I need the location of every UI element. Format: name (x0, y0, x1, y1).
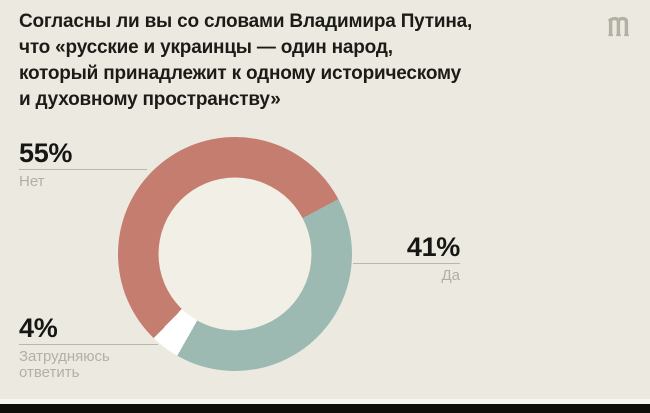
callout-undecided-leader-line (19, 344, 158, 345)
callout-undecided: 4% Затрудняюсь ответить (19, 315, 158, 381)
chart-title-line: что «русские и украинцы — один народ, (19, 37, 393, 58)
bottom-black-bar (0, 404, 650, 413)
chart-title-line: и духовному пространству» (19, 89, 281, 110)
chart-title-line: который принадлежит к одному историческо… (19, 63, 461, 84)
chart-title: Согласны ли вы со словами Владимира Пути… (19, 9, 472, 113)
callout-no-leader-line (19, 169, 147, 170)
donut-hole (158, 177, 312, 331)
donut-chart (118, 137, 352, 371)
bottom-light-strip (0, 399, 650, 404)
callout-yes: 41% Да (353, 234, 460, 284)
callout-undecided-percent: 4% (19, 313, 58, 343)
callout-no-label: Нет (19, 173, 45, 190)
chart-title-line: Согласны ли вы со словами Владимира Пути… (19, 11, 473, 32)
callout-yes-leader-line (353, 263, 460, 264)
callout-no: 55% Нет (19, 140, 147, 190)
callout-no-percent: 55% (19, 138, 73, 168)
meduza-m-logo-icon (606, 15, 633, 38)
callout-yes-label: Да (441, 267, 460, 284)
callout-undecided-label: Затрудняюсь ответить (19, 348, 110, 381)
callout-yes-percent: 41% (406, 232, 460, 262)
